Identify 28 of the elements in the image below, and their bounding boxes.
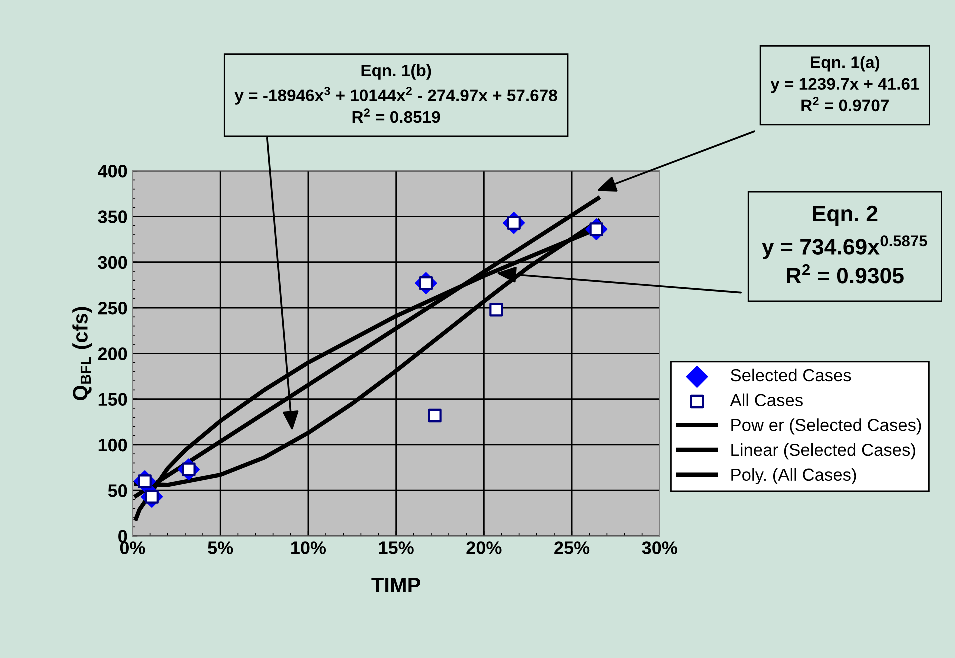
text: Eqn. 1(a) y = 1239.7x + 41.61 R$^{2}$ = 0.9707: [770, 56, 920, 112]
y-tick-label: 300: [98, 256, 128, 270]
y-tick-label: 0: [118, 530, 128, 543]
point: [428, 408, 442, 423]
text: Eqn. 2 y = 734.69x$^{0.5875}$ R$^{2}$ = 0.9305: [762, 206, 928, 284]
y-tick-label: 200: [98, 348, 128, 360]
legend-label: All Cases: [730, 394, 803, 407]
x-tick-label: 30%: [642, 542, 678, 554]
x-tick-label: 15%: [379, 542, 414, 554]
x-tick-label: 25%: [554, 542, 590, 554]
x-axis-title: TIMP: [372, 578, 420, 593]
x-tick-label: 10%: [292, 542, 326, 554]
y-tick-label: 350: [98, 210, 128, 224]
legend-label: Selected Cases: [731, 368, 852, 382]
y-tick-label: 150: [98, 393, 128, 406]
y-axis-title: Q$_{BFL}$ (cfs): [72, 307, 92, 400]
y-tick-label: 250: [98, 302, 128, 315]
text: Eqn. 1(b) y = -18946x$^{3}$ + 10144x$^{2}$ - 274.97x + 57.678 R$^{2}$ = 0.8519: [234, 64, 558, 124]
point: [490, 303, 504, 317]
legend-label: Poly. (All Cases): [732, 468, 856, 485]
legend-label: Pow er (Selected Cases): [732, 418, 922, 435]
y-tick-label: 100: [98, 438, 128, 452]
y-tick-label: 400: [98, 165, 128, 178]
y-tick-label: 50: [108, 484, 128, 498]
x-tick-label: 20%: [466, 542, 502, 554]
x-tick-label: 5%: [208, 542, 234, 554]
legend-label: Linear (Selected Cases): [732, 443, 916, 460]
x-tick-label: 0%: [120, 542, 146, 554]
